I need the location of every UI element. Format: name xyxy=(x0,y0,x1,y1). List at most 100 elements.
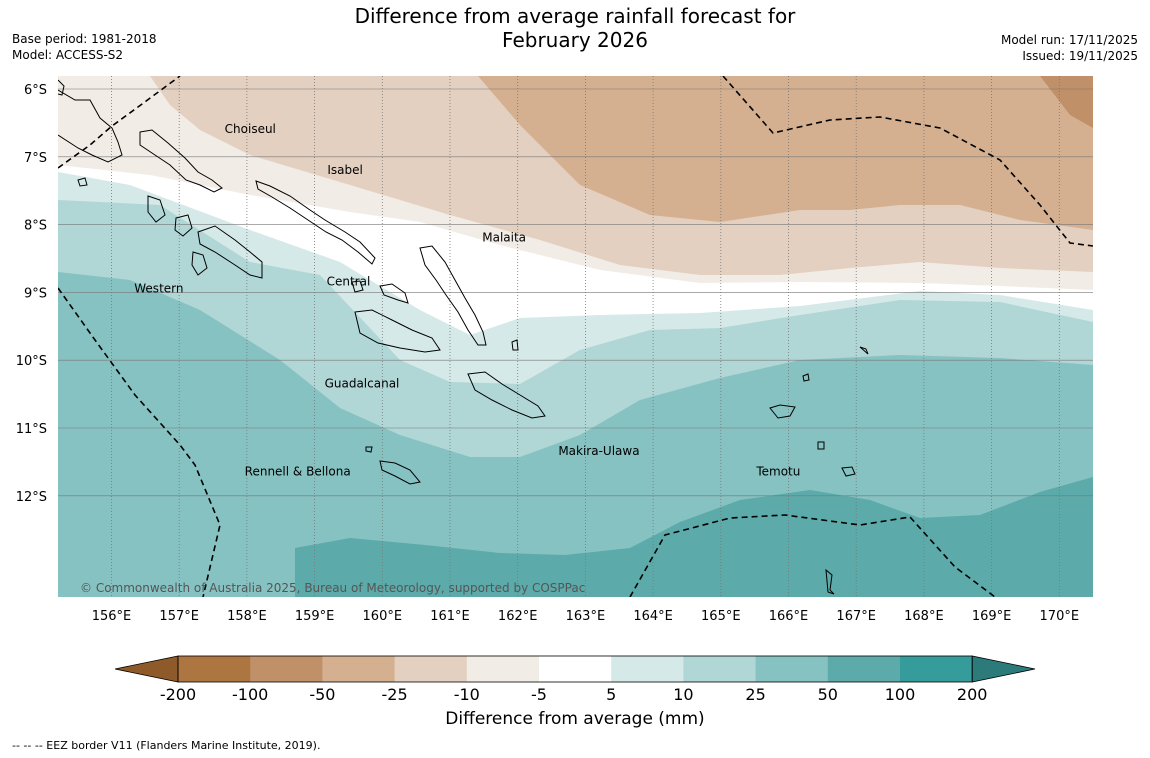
issued-text: Issued: 19/11/2025 xyxy=(1022,49,1138,63)
bellona-island xyxy=(365,446,373,453)
colorbar xyxy=(114,655,1036,683)
province-label: Isabel xyxy=(327,163,362,177)
province-label: Rennell & Bellona xyxy=(245,464,351,478)
copyright-text: © Commonwealth of Australia 2025, Bureau… xyxy=(80,581,585,595)
makira-island xyxy=(467,371,546,419)
colorbar-tick-label: -50 xyxy=(309,685,335,700)
new-georgia-island xyxy=(197,225,263,279)
lon-tick-label: 166°E xyxy=(769,609,809,624)
colorbar-tick-label: -10 xyxy=(454,685,480,700)
eez-border-northeast xyxy=(722,76,1093,247)
colorbar-label: Difference from average (mm) xyxy=(445,709,705,729)
colorbar-tick-label: 50 xyxy=(818,685,838,700)
malaita-island xyxy=(419,245,487,346)
santa-cruz-island xyxy=(769,404,796,419)
colorbar-swatch xyxy=(611,656,684,682)
colorbar-swatch xyxy=(466,656,540,682)
island-outlines xyxy=(58,79,869,595)
lon-tick-label: 162°E xyxy=(498,609,538,624)
lat-tick-label: 11°S xyxy=(16,422,47,437)
lat-tick-label: 8°S xyxy=(24,219,47,234)
bougainville-island xyxy=(58,89,123,163)
lon-tick-label: 164°E xyxy=(633,609,673,624)
lat-tick-label: 9°S xyxy=(24,286,47,301)
colorbar-tick-label: -200 xyxy=(160,685,196,700)
province-labels: Choiseul Isabel Malaita Western Central Guada… xyxy=(134,122,800,478)
colorbar-tick-label: -100 xyxy=(232,685,268,700)
colorbar-tick-label: 200 xyxy=(957,685,988,700)
shortland-islands xyxy=(77,177,88,187)
lon-tick-label: 163°E xyxy=(566,609,606,624)
guadalcanal-island xyxy=(354,309,441,353)
lon-tick-label: 156°E xyxy=(92,609,132,624)
lon-tick-label: 160°E xyxy=(363,609,403,624)
province-label: Malaita xyxy=(482,231,526,245)
latitude-tick-labels: 6°S 7°S 8°S 9°S 10°S 11°S 12°S xyxy=(16,83,47,505)
province-label: Choiseul xyxy=(225,122,276,136)
duff-islands xyxy=(859,346,869,355)
lon-tick-label: 157°E xyxy=(159,609,199,624)
colorbar-tick-label: 25 xyxy=(745,685,765,700)
lon-tick-label: 167°E xyxy=(836,609,876,624)
vanikoro-island xyxy=(841,466,856,477)
colorbar-tick-labels: -200 -100 -50 -25 -10 -5 5 10 25 50 100 200 xyxy=(160,685,988,700)
eez-border xyxy=(58,76,1093,597)
lon-tick-label: 168°E xyxy=(904,609,944,624)
zone-wetter-50-100 xyxy=(295,477,1093,597)
colorbar-swatch xyxy=(250,656,323,682)
lon-tick-label: 161°E xyxy=(430,609,470,624)
model-text: Model: ACCESS-S2 xyxy=(12,48,124,62)
lat-tick-label: 10°S xyxy=(16,354,47,369)
colorbar-over-arrow xyxy=(971,655,1036,683)
lon-tick-label: 158°E xyxy=(227,609,267,624)
florida-islands xyxy=(379,283,409,304)
province-label: Guadalcanal xyxy=(325,376,400,390)
province-label: Western xyxy=(134,281,183,295)
colorbar-under-arrow xyxy=(114,655,179,683)
chart-title: Difference from average rainfall forecas… xyxy=(0,4,1150,52)
eez-border-south xyxy=(629,514,996,597)
zone-drier-50-25 xyxy=(478,76,1093,230)
colorbar-tick-label: -5 xyxy=(531,685,547,700)
base-period-text: Base period: 1981-2018 xyxy=(12,32,157,46)
utupua-island xyxy=(817,441,825,450)
map-plot-area: © Commonwealth of Australia 2025, Bureau… xyxy=(58,76,1093,597)
eez-border-west xyxy=(58,287,221,597)
lat-tick-label: 12°S xyxy=(16,490,47,505)
colorbar-frame xyxy=(177,655,973,683)
colorbar-tick-label: 5 xyxy=(606,685,616,700)
colorbar-tick-label: -25 xyxy=(382,685,408,700)
lon-tick-label: 169°E xyxy=(972,609,1012,624)
rennell-island xyxy=(379,460,421,485)
province-label: Makira-Ulawa xyxy=(558,444,639,458)
tikopia-island xyxy=(825,568,835,595)
colorbar-swatch xyxy=(394,656,468,682)
title-line-1: Difference from average rainfall forecas… xyxy=(354,4,796,28)
buka-island xyxy=(58,79,65,96)
colorbar-swatch xyxy=(539,656,612,682)
colorbar-swatch xyxy=(755,656,829,682)
russell-islands xyxy=(351,280,364,293)
small-malaita-island xyxy=(511,339,519,351)
colorbar-swatch xyxy=(178,656,251,682)
meta-left: Base period: 1981-2018 Model: ACCESS-S2 xyxy=(12,31,157,63)
province-label: Central xyxy=(327,275,371,289)
lon-tick-label: 159°E xyxy=(295,609,335,624)
gridlines xyxy=(58,76,1093,597)
colorbar-swatch xyxy=(827,656,901,682)
kolombangara-island xyxy=(174,214,193,237)
colorbar-swatch xyxy=(322,656,396,682)
isabel-island xyxy=(255,180,376,265)
lon-tick-label: 165°E xyxy=(701,609,741,624)
meta-right: Model run: 17/11/2025 Issued: 19/11/2025 xyxy=(1001,32,1138,64)
lon-tick-label: 170°E xyxy=(1040,609,1080,624)
colorbar-tick-label: 100 xyxy=(885,685,916,700)
colorbar-swatch xyxy=(683,656,757,682)
choiseul-island xyxy=(139,129,223,193)
model-run-text: Model run: 17/11/2025 xyxy=(1000,33,1138,47)
eez-footnote: -- -- -- EEZ border V11 (Flanders Marine… xyxy=(12,739,321,752)
longitude-tick-labels: 156°E 157°E 158°E 159°E 160°E 161°E 162°E 163°E… xyxy=(92,609,1079,624)
province-label: Temotu xyxy=(755,464,800,478)
title-line-2: February 2026 xyxy=(502,28,648,52)
colorbar-swatch xyxy=(900,656,973,682)
